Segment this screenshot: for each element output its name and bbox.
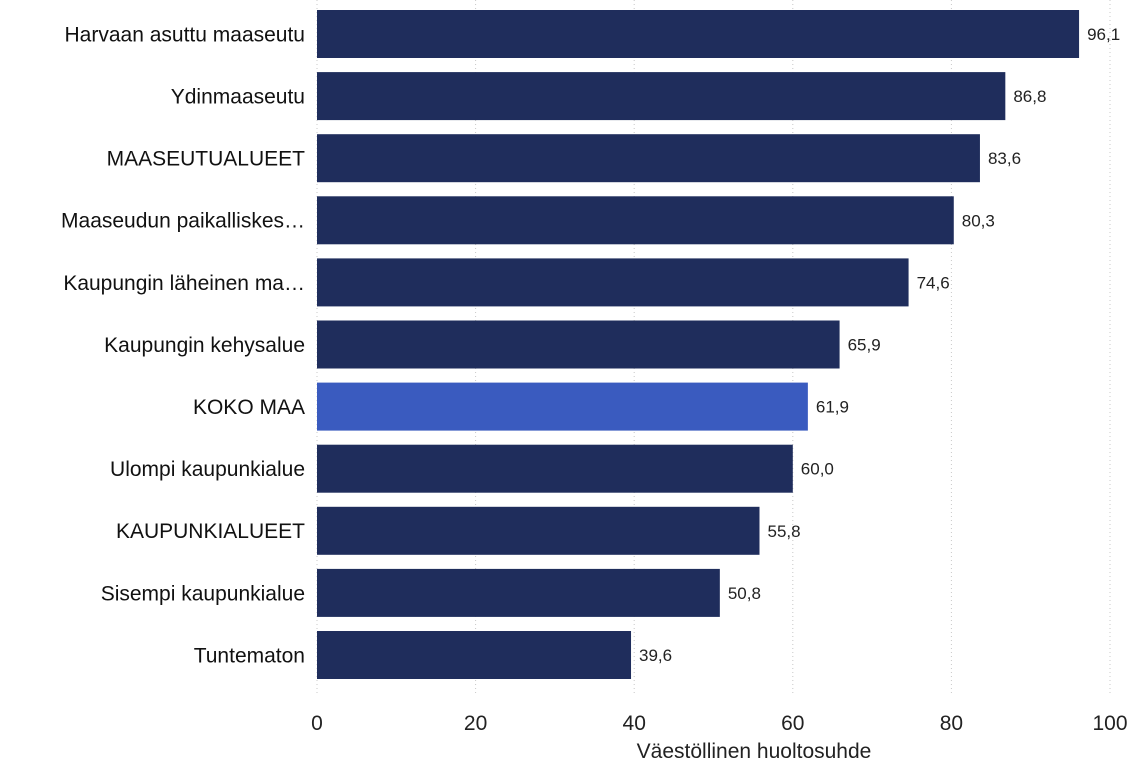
- x-tick-label-0: 0: [311, 712, 323, 735]
- category-label-3: Maaseudun paikalliskes…: [61, 210, 305, 233]
- category-label-10: Tuntematon: [194, 644, 305, 667]
- category-label-9: Sisempi kaupunkialue: [101, 582, 305, 605]
- value-label-0: 96,1: [1087, 25, 1120, 44]
- bar-5[interactable]: [317, 320, 840, 369]
- value-label-3: 80,3: [962, 211, 995, 230]
- x-tick-label-80: 80: [940, 712, 963, 735]
- bar-layer: [317, 10, 1080, 679]
- bar-6[interactable]: [317, 382, 808, 431]
- value-label-5: 65,9: [848, 335, 881, 354]
- value-label-6: 61,9: [816, 398, 849, 417]
- value-label-1: 86,8: [1013, 87, 1046, 106]
- x-tick-label-40: 40: [623, 712, 646, 735]
- value-label-4: 74,6: [917, 273, 950, 292]
- category-label-5: Kaupungin kehysalue: [104, 334, 305, 357]
- value-labels: 96,1 86,8 83,6 80,3 74,6 65,9 61,9 60,0 55,8 50,8…: [639, 25, 1120, 665]
- bar-0[interactable]: [317, 10, 1080, 58]
- x-tick-label-60: 60: [781, 712, 804, 735]
- category-label-8: KAUPUNKIALUEET: [116, 520, 305, 543]
- value-label-10: 39,6: [639, 646, 672, 665]
- bar-9[interactable]: [317, 568, 720, 617]
- bar-2[interactable]: [317, 134, 980, 183]
- category-label-1: Ydinmaaseutu: [171, 85, 305, 108]
- category-label-4: Kaupungin läheinen ma…: [63, 272, 305, 295]
- value-label-9: 50,8: [728, 584, 761, 603]
- category-labels: Harvaan asuttu maaseutu Ydinmaaseutu MAASE…: [61, 23, 305, 667]
- value-label-7: 60,0: [801, 460, 834, 479]
- value-label-8: 55,8: [767, 522, 800, 541]
- x-tick-label-100: 100: [1092, 712, 1127, 735]
- x-axis-ticks: 0 20 40 60 80 100: [311, 712, 1127, 735]
- bar-10[interactable]: [317, 631, 632, 679]
- category-label-0: Harvaan asuttu maaseutu: [65, 23, 305, 46]
- bar-3[interactable]: [317, 196, 954, 245]
- bar-8[interactable]: [317, 506, 760, 555]
- category-label-7: Ulompi kaupunkialue: [110, 458, 305, 481]
- value-label-2: 83,6: [988, 149, 1021, 168]
- x-axis-title: Väestöllinen huoltosuhde: [637, 740, 872, 763]
- x-tick-label-20: 20: [464, 712, 487, 735]
- bar-7[interactable]: [317, 444, 793, 493]
- bar-4[interactable]: [317, 258, 909, 307]
- category-label-2: MAASEUTUALUEET: [107, 148, 306, 171]
- bar-1[interactable]: [317, 72, 1006, 121]
- category-label-6: KOKO MAA: [193, 396, 305, 419]
